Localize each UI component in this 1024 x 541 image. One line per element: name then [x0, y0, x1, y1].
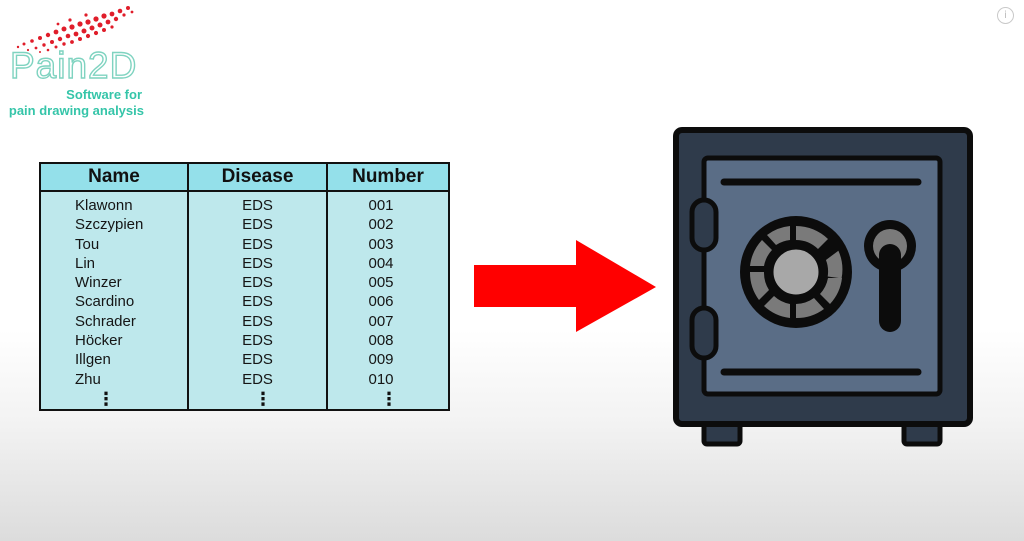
header-disease: Disease: [189, 164, 326, 192]
cell-number: 005: [368, 274, 394, 292]
continuation-dots: ⋮: [254, 389, 272, 410]
logo-brand: Pain2D: [9, 45, 138, 86]
cell-name: Szczypien: [75, 216, 144, 234]
cell-disease: EDS: [242, 332, 273, 350]
continuation-dots: ⋮: [380, 389, 398, 410]
cell-number: 006: [368, 293, 394, 311]
cell-disease: EDS: [242, 293, 273, 311]
cell-number: 010: [368, 370, 394, 388]
continuation-dots: ⋮: [97, 389, 115, 410]
number-list: 001 002 003 004 005 006 007 008 009 010: [328, 192, 448, 389]
cell-name: Zhu: [75, 370, 101, 388]
cell-disease: EDS: [242, 254, 273, 272]
cell-name: Winzer: [75, 274, 122, 292]
cell-disease: EDS: [242, 312, 273, 330]
header-number: Number: [328, 164, 448, 192]
cell-number: 004: [368, 254, 394, 272]
logo-subtitle: Software for pain drawing analysis: [9, 87, 144, 119]
patient-table: Name Klawonn Szczypien Tou Lin Winzer Sc…: [39, 162, 450, 411]
cell-name: Scardino: [75, 293, 135, 311]
cell-number: 003: [368, 235, 394, 253]
logo-subtitle-line1: Software for: [66, 87, 142, 102]
column-disease: Disease EDS EDS EDS EDS EDS EDS EDS EDS …: [189, 164, 328, 409]
cell-disease: EDS: [242, 235, 273, 253]
cell-disease: EDS: [242, 274, 273, 292]
name-list: Klawonn Szczypien Tou Lin Winzer Scardin…: [41, 192, 187, 389]
cell-disease: EDS: [242, 197, 273, 214]
cell-number: 002: [368, 216, 394, 234]
cell-name: Illgen: [75, 351, 111, 369]
cell-number: 001: [368, 197, 394, 214]
safe-icon: [673, 127, 973, 447]
logo-subtitle-line2: pain drawing analysis: [8, 103, 144, 118]
cell-disease: EDS: [242, 370, 273, 388]
cell-number: 009: [368, 351, 394, 369]
logo-dots-icon: [16, 6, 134, 53]
cell-name: Schrader: [75, 312, 136, 330]
cell-name: Lin: [75, 254, 96, 272]
cell-name: Klawonn: [75, 197, 133, 214]
arrow-right-icon: [474, 240, 656, 332]
header-name: Name: [41, 164, 187, 192]
cell-name: Höcker: [75, 332, 123, 350]
disease-list: EDS EDS EDS EDS EDS EDS EDS EDS EDS EDS: [189, 192, 326, 389]
pain2d-logo: Pain2D Software for pain drawing analysi…: [0, 0, 160, 125]
cell-disease: EDS: [242, 216, 273, 234]
cell-disease: EDS: [242, 351, 273, 369]
column-number: Number 001 002 003 004 005 006 007 008 0…: [328, 164, 448, 409]
cell-number: 007: [368, 312, 394, 330]
cell-number: 008: [368, 332, 394, 350]
column-name: Name Klawonn Szczypien Tou Lin Winzer Sc…: [41, 164, 189, 409]
info-icon[interactable]: i: [997, 7, 1014, 24]
cell-name: Tou: [75, 235, 100, 253]
